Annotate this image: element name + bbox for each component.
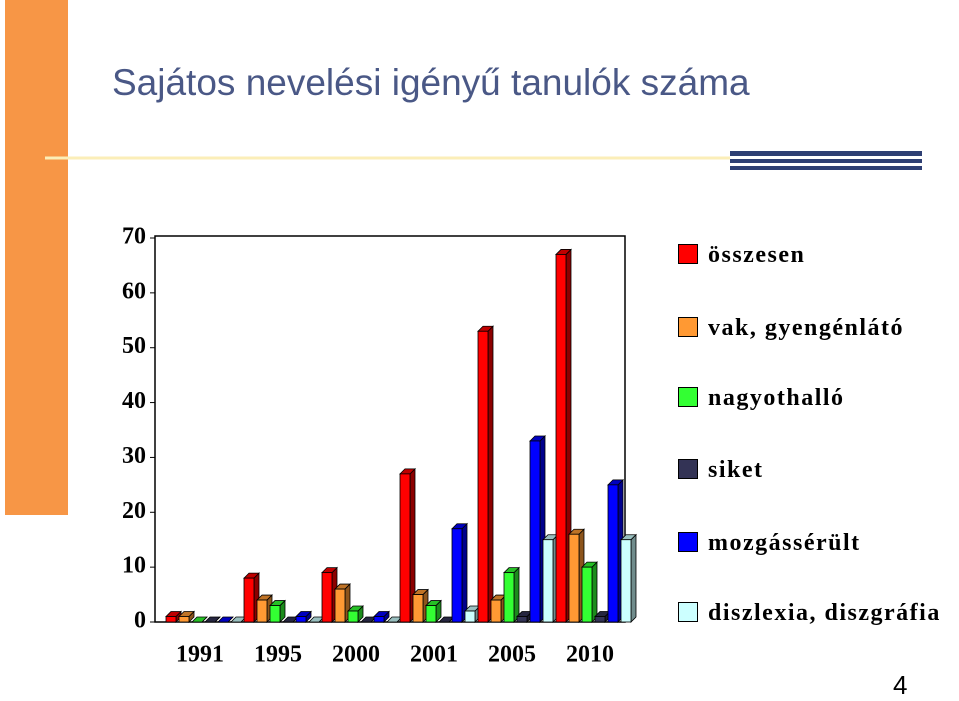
bar xyxy=(347,610,359,623)
slide-title: Sajátos nevelési igényű tanulók száma xyxy=(112,62,750,103)
y-tick-label: 40 xyxy=(122,388,146,414)
legend-label: összesen xyxy=(708,242,806,268)
bar xyxy=(425,605,437,623)
x-tick-label: 2010 xyxy=(566,642,614,668)
bar xyxy=(516,616,528,623)
bar-top xyxy=(191,616,208,623)
bar xyxy=(581,566,593,623)
bar-side xyxy=(513,566,520,623)
legend-label: nagyothalló xyxy=(708,385,845,411)
bar xyxy=(178,616,190,623)
bar xyxy=(269,605,281,623)
legend-swatch xyxy=(678,459,698,479)
bar xyxy=(373,616,385,623)
legend-swatch xyxy=(678,317,698,337)
bar xyxy=(529,440,541,623)
page-number: 4 xyxy=(893,670,908,700)
legend-swatch xyxy=(678,387,698,407)
x-tick-label: 2005 xyxy=(488,642,536,668)
bar xyxy=(399,473,411,623)
bar-top xyxy=(217,616,234,623)
bar xyxy=(542,539,554,623)
x-tick-label: 1995 xyxy=(254,642,302,668)
legend-swatch xyxy=(678,244,698,264)
bar xyxy=(490,599,502,623)
bar xyxy=(165,616,177,623)
bar-side xyxy=(630,533,637,623)
y-tick-label: 70 xyxy=(122,224,146,250)
bar xyxy=(555,254,567,623)
legend-label: diszlexia, diszgráfia xyxy=(708,600,941,626)
bar xyxy=(594,616,606,623)
bar-side xyxy=(591,561,598,623)
x-tick-label: 2000 xyxy=(332,642,380,668)
y-tick-label: 0 xyxy=(134,608,146,634)
legend-label: vak, gyengénlátó xyxy=(708,315,905,341)
x-tick-label: 1991 xyxy=(176,642,224,668)
y-tick-label: 20 xyxy=(122,498,146,524)
bar-side xyxy=(461,522,468,623)
y-tick-label: 60 xyxy=(122,278,146,304)
bar xyxy=(412,594,424,623)
side-accent xyxy=(5,0,68,515)
bar xyxy=(503,572,515,623)
legend-label: mozgássérült xyxy=(708,530,861,556)
bar-top xyxy=(204,616,221,623)
legend-swatch xyxy=(678,532,698,552)
bar xyxy=(607,484,619,623)
bar xyxy=(295,616,307,623)
bar xyxy=(451,528,463,623)
legend-label: siket xyxy=(708,457,764,483)
divider-accent xyxy=(730,151,922,156)
y-tick-label: 10 xyxy=(122,553,146,579)
bar xyxy=(620,539,632,623)
bar-side xyxy=(487,325,494,623)
divider-accent xyxy=(730,159,922,163)
bar xyxy=(464,610,476,623)
divider-accent xyxy=(730,166,922,170)
y-tick-label: 30 xyxy=(122,443,146,469)
bar xyxy=(334,588,346,623)
bar xyxy=(477,330,489,623)
bar xyxy=(256,599,268,623)
legend-swatch xyxy=(678,602,698,622)
x-tick-label: 2001 xyxy=(410,642,458,668)
y-tick-label: 50 xyxy=(122,333,146,359)
bar xyxy=(243,577,255,623)
bar xyxy=(568,533,580,623)
bar xyxy=(321,572,333,623)
